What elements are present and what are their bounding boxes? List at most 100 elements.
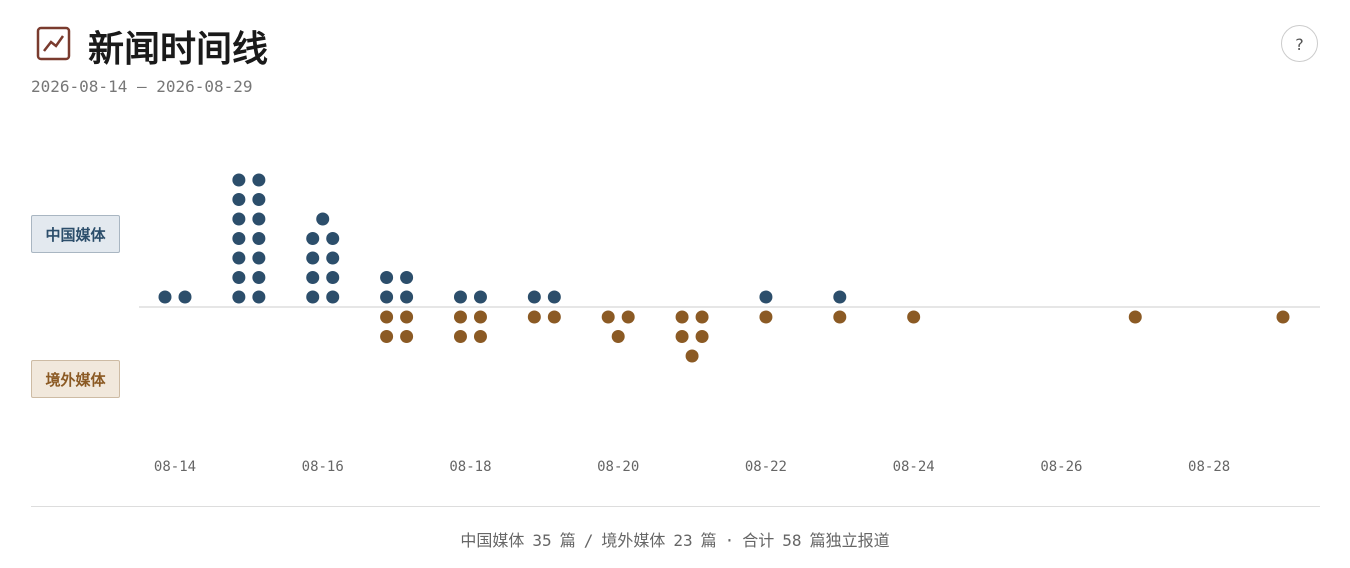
footer-part: 35 bbox=[532, 531, 552, 550]
dot bbox=[601, 310, 615, 324]
dot bbox=[611, 330, 625, 343]
dot-stack bbox=[527, 290, 561, 304]
dot-stack bbox=[833, 290, 847, 304]
dot bbox=[453, 290, 467, 304]
dot bbox=[306, 251, 320, 265]
legend-label: 中国媒体 bbox=[31, 215, 120, 253]
dot bbox=[473, 330, 487, 343]
title-icon bbox=[36, 26, 71, 61]
dot bbox=[547, 290, 561, 304]
footer-part: 境外媒体 bbox=[601, 531, 666, 550]
dot-stack bbox=[380, 271, 414, 304]
dot bbox=[473, 290, 487, 304]
dot bbox=[252, 232, 266, 245]
footer-part: 合计 bbox=[742, 531, 775, 550]
x-tick-label: 08-14 bbox=[154, 459, 196, 475]
dot bbox=[400, 330, 414, 343]
dot bbox=[178, 290, 192, 304]
dot bbox=[675, 330, 689, 343]
footer-part: · bbox=[724, 531, 735, 550]
dot bbox=[527, 310, 541, 324]
dot-stack bbox=[759, 290, 773, 304]
x-tick-label: 08-24 bbox=[893, 459, 935, 475]
dot bbox=[380, 310, 394, 324]
x-tick-label: 08-16 bbox=[302, 459, 344, 475]
dot bbox=[759, 290, 773, 304]
dot bbox=[252, 212, 266, 226]
x-tick-label: 08-18 bbox=[449, 459, 491, 475]
dot bbox=[833, 290, 847, 304]
dot-stack bbox=[907, 310, 921, 324]
dot bbox=[833, 310, 847, 324]
dot bbox=[326, 290, 340, 304]
dot bbox=[306, 290, 320, 304]
dot bbox=[675, 310, 689, 324]
dot-stack bbox=[759, 310, 773, 324]
dot bbox=[473, 310, 487, 324]
dot-stack bbox=[527, 310, 561, 324]
x-tick-label: 08-26 bbox=[1040, 459, 1082, 475]
footer: 中国媒体 35 篇 / 境外媒体 23 篇 · 合计 58 篇独立报道 bbox=[0, 527, 1350, 551]
dot bbox=[252, 290, 266, 304]
dot bbox=[400, 290, 414, 304]
dot bbox=[907, 310, 921, 324]
dot bbox=[252, 271, 266, 284]
dot bbox=[232, 290, 246, 304]
legend-label: 境外媒体 bbox=[31, 360, 120, 398]
dot bbox=[232, 271, 246, 284]
dot bbox=[527, 290, 541, 304]
dot-stack bbox=[453, 310, 487, 343]
footer-part: 23 bbox=[673, 531, 693, 550]
dot bbox=[252, 173, 266, 187]
dot bbox=[158, 290, 172, 304]
title: 新闻时间线 bbox=[88, 29, 269, 70]
dot bbox=[685, 349, 699, 363]
x-tick-label: 08-28 bbox=[1188, 459, 1230, 475]
dot bbox=[380, 330, 394, 343]
dot bbox=[380, 290, 394, 304]
dot bbox=[306, 271, 320, 284]
dot bbox=[232, 193, 246, 206]
dot bbox=[252, 193, 266, 206]
dot bbox=[695, 310, 709, 324]
footer-part: / bbox=[583, 531, 594, 550]
dot bbox=[232, 232, 246, 245]
dot bbox=[453, 330, 467, 343]
dot bbox=[547, 310, 561, 324]
dot bbox=[400, 271, 414, 284]
subtitle: 2026-08-14 – 2026-08-29 bbox=[31, 77, 253, 96]
dot-stack bbox=[158, 290, 192, 304]
dot bbox=[621, 310, 635, 324]
dot bbox=[326, 232, 340, 245]
dot bbox=[453, 310, 467, 324]
dot bbox=[759, 310, 773, 324]
dot bbox=[232, 173, 246, 187]
dot-stack bbox=[675, 310, 709, 363]
dot bbox=[380, 271, 394, 284]
x-tick-label: 08-20 bbox=[597, 459, 639, 475]
dot bbox=[400, 310, 414, 324]
dot-stack bbox=[306, 212, 340, 304]
dot-stack bbox=[601, 310, 635, 343]
dot bbox=[1128, 310, 1142, 324]
dot bbox=[316, 212, 330, 226]
footer-part: 中国媒体 bbox=[460, 531, 525, 550]
dot-stack bbox=[232, 173, 266, 304]
footer-part: 篇 bbox=[700, 531, 717, 550]
footer-part: 篇 bbox=[559, 531, 576, 550]
x-tick-label: 08-22 bbox=[745, 459, 787, 475]
dot bbox=[232, 251, 246, 265]
dot bbox=[306, 232, 320, 245]
footer-part: 篇独立报道 bbox=[809, 531, 890, 550]
dot bbox=[326, 251, 340, 265]
dot-stack bbox=[1276, 310, 1290, 324]
dot bbox=[232, 212, 246, 226]
divider bbox=[31, 506, 1320, 507]
footer-part: 58 bbox=[782, 531, 802, 550]
dot-stack bbox=[380, 310, 414, 343]
dot-stack bbox=[833, 310, 847, 324]
help-button[interactable]: ? bbox=[1281, 25, 1318, 62]
dot bbox=[1276, 310, 1290, 324]
